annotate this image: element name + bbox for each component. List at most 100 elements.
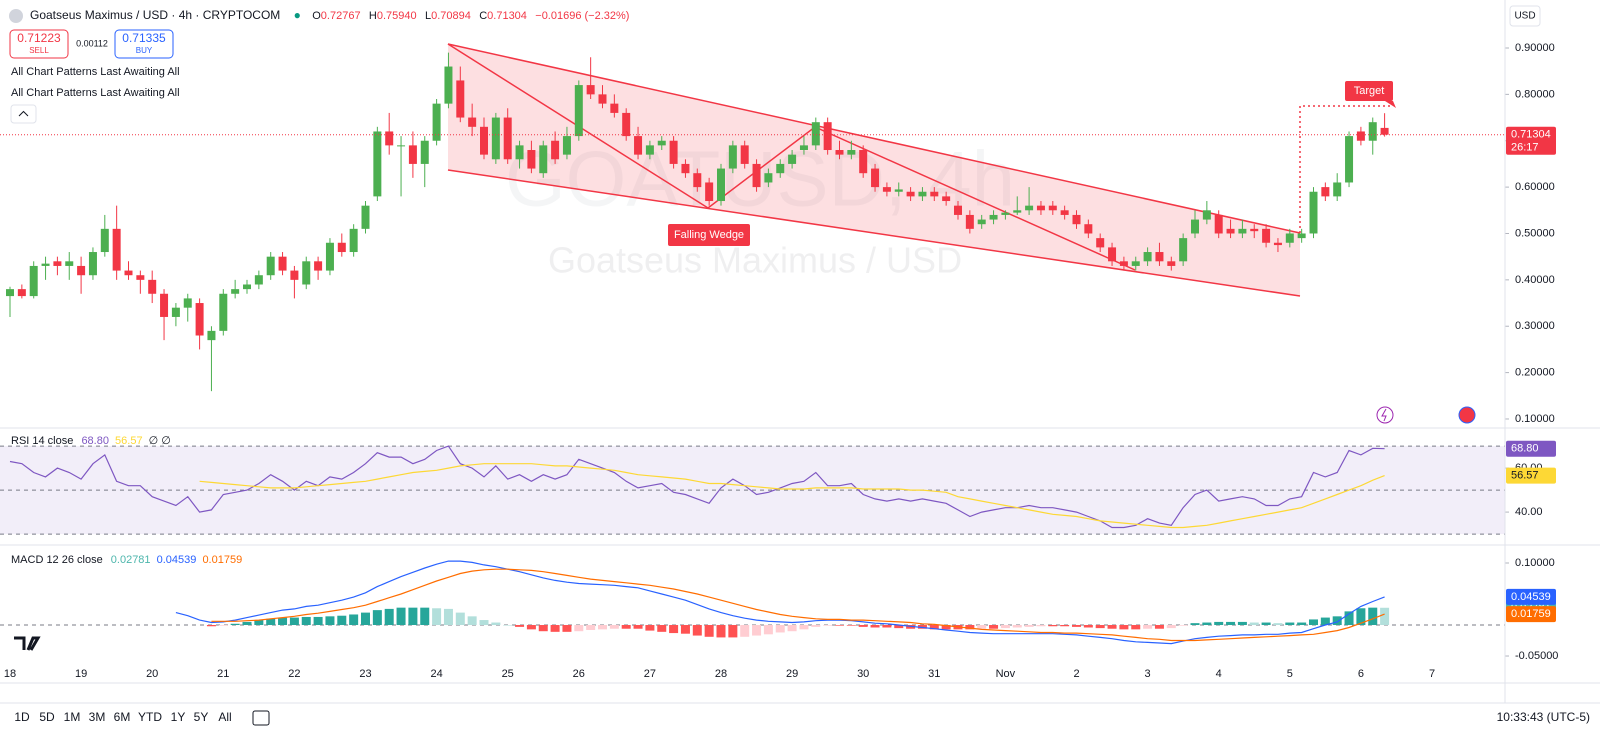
candle-body <box>1025 205 1034 211</box>
sell-price[interactable]: 0.71223 <box>17 31 61 45</box>
histogram-bar <box>894 625 904 629</box>
ohlc-letter: H <box>369 10 377 22</box>
candle-body <box>124 270 133 276</box>
x-tick-label: 30 <box>857 668 869 680</box>
candle-body <box>420 140 429 164</box>
macd-legend-macd: 0.04539 <box>157 554 197 566</box>
histogram-bar <box>491 622 501 626</box>
candle-body <box>930 191 939 197</box>
y-tick-label: 0.30000 <box>1515 320 1555 332</box>
candle-body <box>598 94 607 104</box>
candle-body <box>1250 228 1259 232</box>
event-icon[interactable] <box>1381 408 1387 422</box>
histogram-bar <box>598 625 607 630</box>
collapse-icon[interactable] <box>18 110 29 117</box>
histogram-bar <box>1214 621 1224 626</box>
candle-body <box>1036 205 1045 211</box>
histogram-bar <box>929 625 939 630</box>
buy-box[interactable] <box>114 29 174 59</box>
range-button[interactable]: 1Y <box>171 710 186 724</box>
candle-body <box>1013 210 1022 213</box>
candle-body <box>29 265 38 297</box>
histogram-bar <box>455 612 465 626</box>
candle-body <box>1226 228 1235 234</box>
range-button[interactable]: 1D <box>14 710 30 724</box>
histogram-bar <box>846 625 856 626</box>
histogram-bar <box>823 625 833 626</box>
candle-body <box>657 140 666 146</box>
histogram-bar <box>1119 625 1129 630</box>
histogram-bar <box>337 615 347 626</box>
range-button[interactable]: 1M <box>64 710 81 724</box>
range-button[interactable]: 5Y <box>194 710 209 724</box>
buy-price[interactable]: 0.71335 <box>122 31 166 45</box>
economic-event-icon[interactable] <box>1458 406 1476 424</box>
event-icon[interactable] <box>1376 406 1394 424</box>
candle-body <box>160 293 169 317</box>
histogram-bar <box>420 607 430 626</box>
candle-body <box>65 261 74 266</box>
range-button[interactable]: 5D <box>39 710 55 724</box>
candle-body <box>728 145 737 169</box>
candle-body <box>1131 261 1140 266</box>
histogram-bar <box>882 625 892 628</box>
histogram-bar <box>526 625 536 630</box>
candle-body <box>1084 224 1093 234</box>
candle-body <box>799 145 808 151</box>
candle-body <box>1262 228 1271 243</box>
histogram-bar <box>242 621 252 626</box>
buy-button[interactable]: 0.71335 BUY <box>114 29 174 59</box>
candle-body <box>41 263 50 266</box>
candle-body <box>586 85 595 95</box>
candle-body <box>1356 131 1365 141</box>
histogram-bar <box>1237 621 1247 626</box>
candle-body <box>1191 219 1199 234</box>
candle-body <box>337 242 346 253</box>
range-button[interactable]: All <box>218 710 231 724</box>
range-button[interactable]: 6M <box>114 710 131 724</box>
candle-body <box>894 189 903 192</box>
sell-button[interactable]: 0.71223 SELL <box>9 29 69 59</box>
candle-body <box>717 168 725 202</box>
candle-body <box>823 122 832 151</box>
candle-body <box>942 196 951 202</box>
ohlc-value: 0.70894 <box>431 10 471 22</box>
histogram-bar <box>218 625 228 626</box>
candle-body <box>408 145 417 164</box>
histogram-bar <box>657 625 667 632</box>
candle-body <box>610 103 619 113</box>
currency[interactable]: USD <box>1514 11 1535 22</box>
x-tick-label: 29 <box>786 668 798 680</box>
y-tick-label: 0.10000 <box>1515 413 1555 425</box>
candle-body <box>148 279 157 294</box>
histogram-bar <box>396 607 406 626</box>
candle-body <box>882 187 891 192</box>
ohlc-letter: O <box>312 10 321 22</box>
currency-button[interactable] <box>1509 5 1541 27</box>
candle-body <box>266 256 275 276</box>
candle-body <box>1238 228 1247 234</box>
range-button[interactable]: YTD <box>138 710 162 724</box>
ohlc-value: 0.72767 <box>321 10 361 22</box>
macd-legend-hist: 0.02781 <box>111 554 151 566</box>
sell-box[interactable] <box>9 29 69 59</box>
y-tick-label: 0.40000 <box>1515 274 1555 286</box>
buy-label[interactable]: BUY <box>136 46 153 55</box>
x-tick-label: 19 <box>75 668 87 680</box>
collapse-button[interactable] <box>10 104 37 124</box>
date-range-icon[interactable] <box>252 710 270 726</box>
histogram-bar <box>728 625 738 638</box>
range-button[interactable]: 3M <box>89 710 106 724</box>
tradingview-logo[interactable] <box>14 636 41 651</box>
candle-body <box>1179 238 1188 262</box>
candle-body <box>693 173 702 188</box>
macd-legend-title: MACD 12 26 close <box>11 554 103 566</box>
x-tick-label: 5 <box>1287 668 1293 680</box>
histogram-bar <box>858 625 868 627</box>
x-tick-label: 2 <box>1073 668 1079 680</box>
sell-label[interactable]: SELL <box>29 46 49 55</box>
histogram-bar <box>1036 625 1046 627</box>
histogram-bar <box>835 625 844 626</box>
histogram-bar <box>515 625 525 627</box>
